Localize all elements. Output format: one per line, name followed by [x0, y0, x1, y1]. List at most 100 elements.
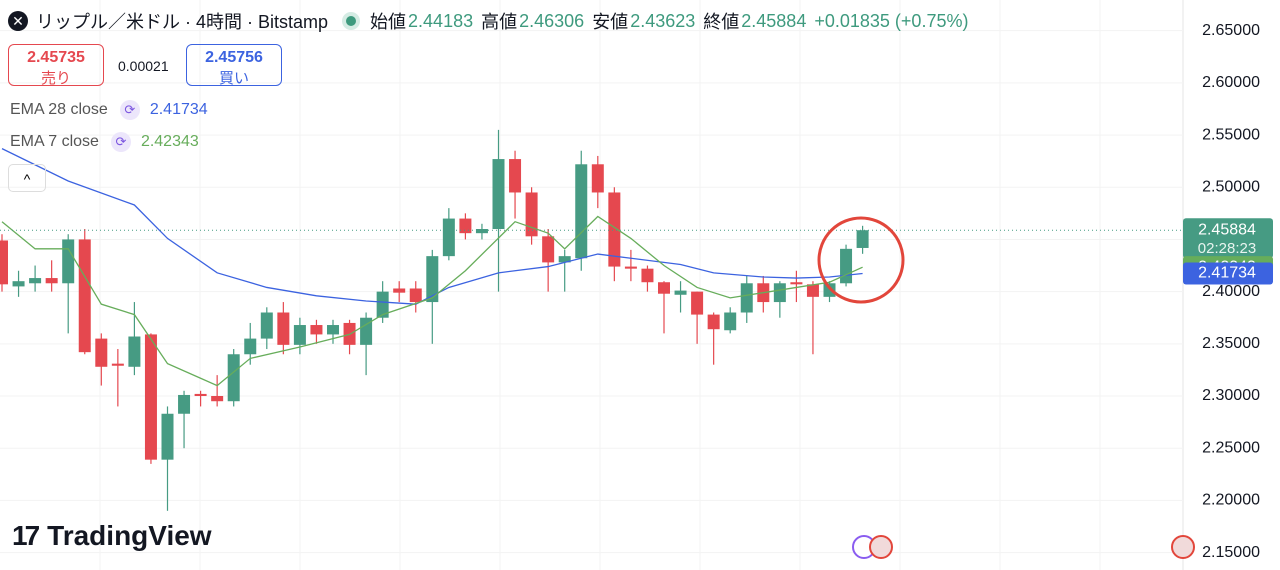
sell-label: 売り	[40, 70, 71, 87]
buy-button[interactable]: 2.45756 買い	[186, 44, 282, 87]
candle-body	[111, 363, 124, 366]
sell-button[interactable]: 2.45735 売り	[8, 44, 104, 87]
brand-name: TradingView	[47, 520, 212, 551]
y-tick-label: 2.30000	[1202, 387, 1260, 404]
y-tick-label: 2.35000	[1202, 335, 1260, 352]
candle-body	[608, 192, 621, 267]
legend-icon[interactable]: ⟳	[110, 132, 131, 152]
ohlc-value: 2.46306	[519, 10, 585, 31]
change: +0.01835 (+0.75%)	[814, 10, 969, 31]
candle-body	[674, 290, 687, 295]
ohlc-key: 安値	[592, 12, 629, 32]
candle-body	[393, 288, 406, 293]
ema-line	[1, 215, 863, 387]
sell-price: 2.45735	[27, 49, 85, 66]
header: ✕ リップル／米ドル · 4時間 · Bitstamp 始値 2.44183 高値…	[8, 8, 976, 34]
candle-body	[0, 240, 8, 285]
candle-body	[95, 338, 108, 367]
status-dot	[346, 16, 357, 26]
candle-body	[459, 218, 472, 234]
candle-body	[12, 281, 25, 287]
series-price-tag	[1183, 262, 1273, 285]
symbol-title: リップル／米ドル · 4時間 · Bitstamp	[36, 12, 329, 32]
candle-body	[62, 239, 75, 284]
candle-body	[161, 413, 174, 460]
y-tick-label: 2.55000	[1202, 126, 1260, 143]
y-tick-label: 2.40000	[1202, 283, 1260, 300]
candle-body	[840, 248, 853, 284]
ohlc-value: 2.44183	[408, 10, 474, 31]
candle-body	[260, 312, 273, 339]
candle-body	[591, 164, 604, 193]
candle-body	[773, 283, 786, 303]
ohlc-value: 2.45884	[741, 10, 807, 31]
last-price-label: 2.45884	[1198, 221, 1256, 238]
candle-body	[790, 282, 803, 285]
brand: 17 TradingView	[12, 520, 212, 552]
series-price-label: 2.41734	[1198, 265, 1256, 282]
candle-body	[658, 282, 670, 294]
candle-body	[856, 230, 869, 248]
countdown-label: 02:28:23	[1198, 240, 1256, 257]
candle-body	[144, 334, 157, 460]
candle-body	[740, 283, 753, 313]
candle-body	[29, 278, 42, 284]
last-price-tag	[1183, 218, 1273, 259]
legend-item: EMA 7 close ⟳ 2.42343	[10, 132, 199, 152]
y-tick-label: 2.15000	[1202, 544, 1260, 561]
y-tick-label: 2.25000	[1202, 439, 1260, 456]
candle-body	[78, 239, 91, 353]
legend-name: EMA 28 close	[10, 101, 108, 118]
candle-body	[509, 159, 522, 193]
legend-name: EMA 7 close	[10, 133, 99, 150]
candle-body	[194, 393, 207, 397]
collapse-button[interactable]: ^	[8, 164, 46, 192]
annotation-circle	[817, 216, 905, 304]
ema-line	[1, 148, 863, 305]
legend-icon[interactable]: ⟳	[119, 100, 140, 120]
candle-body	[310, 325, 323, 335]
candle-body	[442, 218, 455, 257]
candle-body	[293, 325, 306, 345]
candle-body	[277, 312, 290, 345]
candle-body	[475, 229, 488, 234]
legend-item: EMA 28 close ⟳ 2.41734	[10, 100, 208, 120]
candle-body	[360, 317, 373, 345]
candle-body	[426, 256, 439, 303]
ohlc-key: 終値	[703, 12, 740, 32]
event-icon	[1171, 535, 1195, 559]
buy-label: 買い	[218, 70, 249, 87]
candle-body	[525, 192, 538, 237]
ohlc-value: 2.43623	[630, 10, 696, 31]
candle-body	[691, 291, 704, 315]
spread: 0.00021	[118, 58, 169, 74]
y-tick-label: 2.60000	[1202, 74, 1260, 91]
candle-body	[211, 396, 224, 402]
y-tick-label: 2.50000	[1202, 178, 1260, 195]
candle-body	[227, 354, 240, 402]
legend-value: 2.41734	[149, 101, 208, 118]
y-tick-label: 2.20000	[1202, 492, 1260, 509]
candle-body	[376, 291, 389, 318]
candle-body	[558, 256, 571, 263]
candle-body	[542, 236, 555, 263]
candle-body	[244, 338, 257, 355]
y-tick-label: 2.65000	[1202, 22, 1260, 39]
ohlc-key: 始値	[370, 12, 407, 32]
candle-body	[641, 268, 654, 283]
legend-value: 2.42343	[140, 133, 199, 150]
candle-body	[45, 278, 58, 284]
candle-body	[806, 284, 819, 297]
candle-body	[409, 288, 422, 303]
candle-body	[327, 325, 339, 335]
candle-body	[128, 336, 141, 367]
candle-body	[575, 164, 588, 259]
candle-body	[724, 312, 737, 331]
brand-logo: 17	[12, 520, 40, 551]
event-icon	[869, 535, 893, 559]
candle-body	[492, 159, 505, 230]
candle-body	[823, 283, 836, 297]
close-icon[interactable]: ✕	[8, 11, 28, 31]
